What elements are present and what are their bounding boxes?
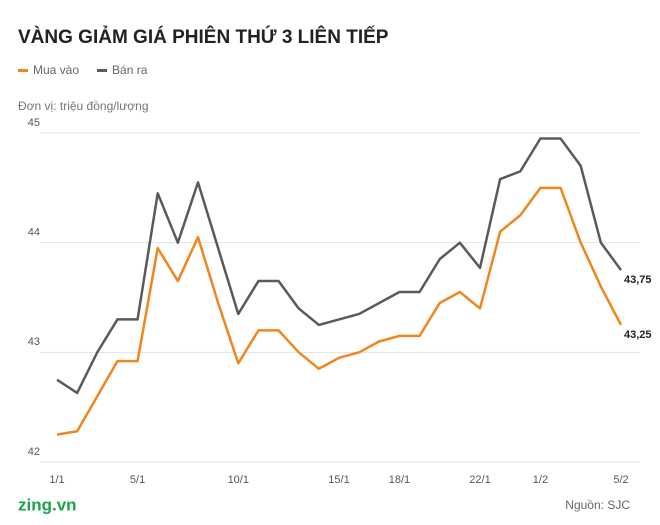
logo: zing.vn: [18, 495, 77, 514]
value-label: 43,75: [624, 274, 652, 286]
legend-swatch: [18, 69, 28, 72]
x-tick-label: 10/1: [228, 474, 249, 486]
x-tick-label: 5/1: [130, 474, 145, 486]
y-tick-label: 44: [28, 227, 40, 239]
y-tick-label: 42: [28, 446, 40, 458]
line: [56, 137, 623, 395]
x-tick-label: 1/2: [533, 474, 548, 486]
source: Nguồn: SJC: [565, 498, 630, 512]
y-tick-label: 45: [28, 117, 40, 129]
x-tick-label: 5/2: [613, 474, 628, 486]
y-tick-label: 43: [28, 336, 40, 348]
legend-label: Mua vào: [33, 63, 79, 77]
x-tick-label: 18/1: [389, 474, 410, 486]
x-tick-label: 15/1: [328, 474, 349, 486]
legend-swatch: [97, 69, 108, 72]
chart-title: VÀNG GIẢM GIÁ PHIÊN THỨ 3 LIÊN TIẾP: [18, 26, 389, 48]
value-label: 43,25: [624, 329, 652, 341]
line: [56, 186, 623, 436]
x-tick-label: 1/1: [49, 474, 64, 486]
unit-label: Đơn vị: triệu đồng/lượng: [18, 99, 149, 113]
x-tick-label: 22/1: [469, 474, 490, 486]
legend-label: Bán ra: [112, 63, 148, 77]
